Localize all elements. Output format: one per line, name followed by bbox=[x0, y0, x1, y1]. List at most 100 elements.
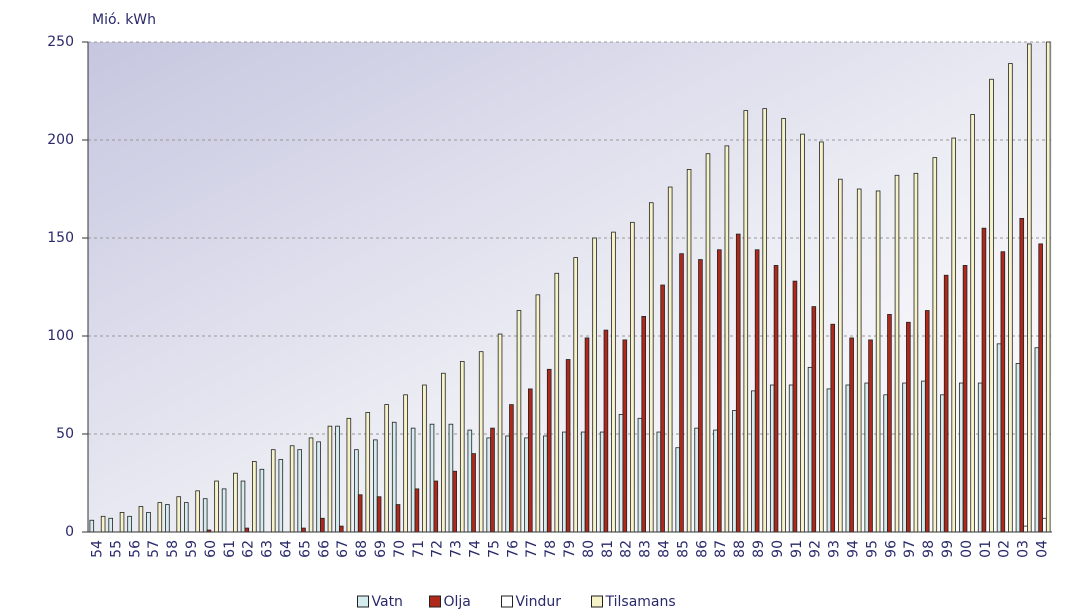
bar bbox=[913, 172, 919, 533]
x-tick-label: 85 bbox=[675, 540, 691, 558]
bar bbox=[395, 504, 401, 533]
bar bbox=[849, 337, 854, 533]
x-tick-label: 88 bbox=[732, 540, 748, 558]
bar bbox=[478, 351, 484, 533]
bar bbox=[580, 431, 586, 533]
bar bbox=[943, 274, 949, 533]
x-tick-label: 78 bbox=[543, 540, 559, 558]
x-tick-label: 89 bbox=[751, 540, 767, 558]
x-tick-label: 93 bbox=[827, 540, 843, 558]
bar bbox=[951, 137, 956, 533]
bar bbox=[679, 253, 684, 533]
bar bbox=[924, 310, 930, 533]
bar bbox=[751, 390, 756, 533]
y-tick-label: 250 bbox=[47, 34, 74, 50]
y-tick-label: 0 bbox=[65, 524, 74, 540]
x-tick-label: 69 bbox=[373, 540, 389, 558]
bar bbox=[554, 272, 560, 533]
bar bbox=[252, 461, 257, 533]
x-tick-label: 58 bbox=[165, 540, 181, 558]
bar bbox=[807, 366, 813, 533]
legend-swatch bbox=[429, 595, 441, 608]
x-tick-label: 61 bbox=[222, 540, 238, 558]
legend-label: Vindur bbox=[516, 594, 562, 610]
x-tick-label: 96 bbox=[883, 540, 899, 558]
x-tick-label: 59 bbox=[184, 540, 200, 558]
x-tick-label: 94 bbox=[846, 540, 862, 558]
bar bbox=[1038, 243, 1043, 533]
bar bbox=[762, 108, 767, 533]
bar bbox=[138, 506, 144, 533]
bar bbox=[459, 361, 465, 533]
x-tick-label: 82 bbox=[619, 540, 635, 558]
bar bbox=[811, 306, 817, 533]
bar bbox=[868, 339, 873, 533]
x-tick-label: 57 bbox=[146, 540, 162, 558]
bar bbox=[486, 437, 492, 533]
bar bbox=[724, 145, 730, 533]
x-tick-label: 04 bbox=[1035, 540, 1051, 558]
bar bbox=[1027, 43, 1032, 533]
legend-swatch bbox=[591, 595, 603, 608]
bar bbox=[221, 488, 227, 533]
bar bbox=[977, 382, 983, 533]
x-tick-label: 84 bbox=[657, 540, 673, 558]
x-tick-label: 79 bbox=[562, 540, 578, 558]
bar bbox=[165, 504, 170, 533]
x-tick-label: 98 bbox=[921, 540, 937, 558]
y-axis-label: Mió. kWh bbox=[92, 12, 156, 28]
x-tick-label: 83 bbox=[638, 540, 654, 558]
x-tick-label: 54 bbox=[89, 540, 105, 558]
bar bbox=[599, 431, 605, 533]
bar bbox=[528, 388, 533, 533]
x-tick-label: 81 bbox=[600, 540, 616, 558]
bar bbox=[516, 310, 522, 533]
bar bbox=[921, 380, 926, 533]
x-tick-label: 86 bbox=[694, 540, 710, 558]
bar bbox=[373, 439, 378, 533]
bar bbox=[611, 231, 616, 533]
bar bbox=[471, 453, 476, 533]
bar bbox=[637, 417, 643, 533]
bar bbox=[940, 394, 945, 533]
bar bbox=[1042, 517, 1047, 533]
bar bbox=[376, 496, 382, 533]
bar bbox=[1019, 217, 1025, 533]
bar bbox=[958, 382, 964, 533]
bar bbox=[384, 404, 389, 533]
y-tick-label: 150 bbox=[47, 230, 74, 246]
bar bbox=[410, 427, 416, 533]
bar bbox=[338, 525, 344, 533]
x-tick-label: 66 bbox=[316, 540, 332, 558]
bar bbox=[297, 449, 302, 533]
bar bbox=[233, 472, 238, 533]
bar bbox=[308, 437, 314, 533]
bar bbox=[543, 435, 548, 533]
bar bbox=[773, 265, 779, 533]
bar bbox=[906, 321, 911, 533]
bar bbox=[630, 221, 635, 533]
bar bbox=[641, 315, 647, 533]
legend-label: Vatn bbox=[372, 594, 403, 610]
legend: Vatn Olja Vindur Tilsamans bbox=[357, 594, 676, 610]
bar bbox=[996, 343, 1002, 533]
bar bbox=[970, 114, 975, 533]
bar bbox=[618, 413, 624, 533]
bar bbox=[675, 447, 681, 533]
bar bbox=[422, 384, 427, 533]
x-tick-label: 92 bbox=[808, 540, 824, 558]
bar bbox=[146, 512, 151, 533]
bar bbox=[902, 382, 907, 533]
x-tick-label: 75 bbox=[486, 540, 502, 558]
bar bbox=[354, 449, 359, 533]
bar bbox=[289, 445, 295, 533]
bar bbox=[667, 186, 673, 533]
bar bbox=[573, 257, 578, 533]
bar bbox=[1015, 363, 1021, 533]
bar bbox=[864, 382, 870, 533]
x-tick-label: 64 bbox=[278, 540, 294, 558]
bar bbox=[346, 417, 352, 533]
bar bbox=[244, 527, 250, 533]
bar bbox=[357, 494, 363, 533]
